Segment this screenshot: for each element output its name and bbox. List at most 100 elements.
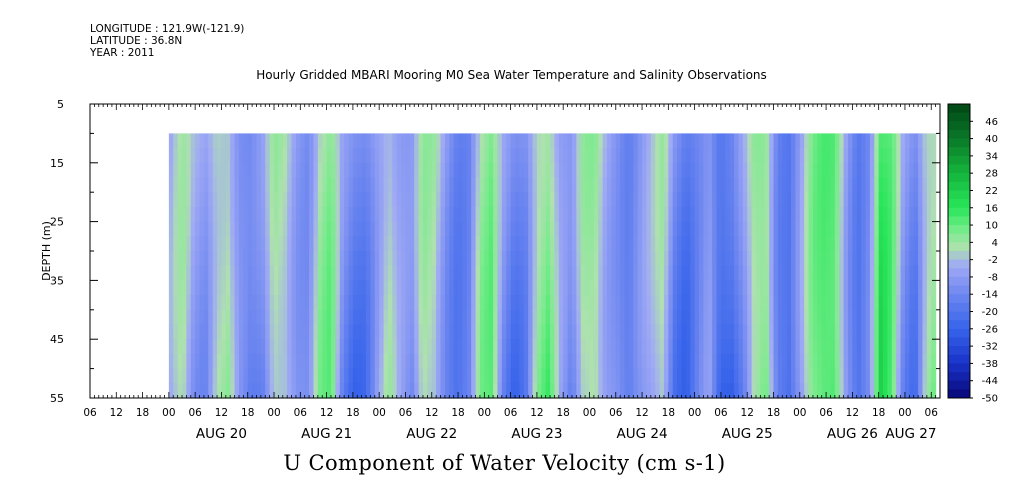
heatmap-cell: [260, 339, 266, 355]
year-label: YEAR : 2011: [90, 47, 155, 59]
heatmap-cell: [515, 148, 520, 164]
heatmap-cell: [567, 236, 573, 252]
heatmap-cell: [615, 251, 621, 267]
heatmap-cell: [847, 148, 853, 164]
heatmap-cell: [887, 133, 893, 149]
heatmap-cell: [769, 192, 775, 208]
heatmap-cell: [252, 295, 258, 311]
heatmap-cell: [186, 177, 192, 193]
heatmap-cell: [900, 192, 906, 208]
heatmap-cell: [221, 236, 227, 252]
heatmap-cell: [742, 280, 748, 296]
heatmap-cell: [422, 383, 428, 399]
heatmap-cell: [265, 133, 271, 149]
heatmap-cell: [922, 383, 928, 399]
heatmap-cell: [878, 162, 884, 179]
heatmap-cell: [760, 265, 766, 281]
heatmap-cell: [931, 368, 937, 384]
heatmap-cell: [589, 251, 595, 267]
heatmap-cell: [598, 133, 604, 149]
heatmap-cell: [519, 324, 525, 340]
heatmap-cell: [515, 353, 520, 370]
heatmap-cell: [344, 368, 350, 384]
heatmap-cell: [703, 177, 709, 193]
heatmap-cell: [677, 339, 683, 355]
heatmap-cell: [672, 148, 678, 164]
heatmap-cell: [707, 324, 713, 340]
heatmap-cell: [607, 206, 612, 223]
heatmap-cell: [628, 192, 634, 208]
heatmap-cell: [379, 383, 385, 399]
heatmap-cell: [615, 368, 621, 384]
heatmap-cell: [195, 133, 201, 149]
heatmap-cell: [900, 280, 906, 296]
heatmap-cell: [926, 368, 932, 384]
heatmap-cell: [672, 353, 678, 370]
heatmap-cell: [519, 383, 525, 399]
heatmap-cell: [646, 148, 652, 164]
heatmap-cell: [379, 280, 385, 296]
heatmap-cell: [598, 192, 604, 208]
heatmap-cell: [777, 192, 783, 208]
heatmap-cell: [883, 309, 889, 326]
heatmap-cell: [392, 353, 398, 370]
heatmap-cell: [812, 339, 818, 355]
heatmap-cell: [177, 251, 183, 267]
heatmap-cell: [427, 251, 433, 267]
heatmap-cell: [593, 162, 599, 179]
heatmap-cell: [747, 368, 753, 384]
heatmap-cell: [773, 251, 779, 267]
heatmap-cell: [865, 177, 871, 193]
heatmap-cell: [335, 162, 341, 179]
heatmap-cell: [782, 353, 788, 370]
heatmap-cell: [926, 133, 932, 149]
heatmap-cell: [387, 295, 393, 311]
heatmap-cell: [576, 324, 582, 340]
colorbar-label: -8: [988, 272, 998, 283]
heatmap-cell: [580, 280, 586, 296]
heatmap-cell: [839, 177, 845, 193]
heatmap-cell: [747, 324, 753, 340]
heatmap-cell: [694, 353, 700, 370]
heatmap-cell: [922, 280, 928, 296]
heatmap-cell: [453, 353, 459, 370]
heatmap-cell: [874, 133, 880, 149]
x-hour-label: 18: [767, 407, 780, 419]
heatmap-cell: [558, 192, 564, 208]
heatmap-cell: [374, 221, 380, 237]
heatmap-cell: [295, 339, 301, 355]
heatmap-cell: [589, 353, 595, 370]
heatmap-cell: [699, 251, 704, 267]
heatmap-cell: [883, 162, 889, 179]
heatmap-cell: [922, 236, 928, 252]
heatmap-cell: [361, 177, 367, 193]
heatmap-cell: [532, 133, 538, 149]
heatmap-cell: [335, 339, 341, 355]
heatmap-cell: [839, 133, 845, 149]
heatmap-cell: [493, 236, 499, 252]
heatmap-cell: [401, 368, 407, 384]
heatmap-cell: [462, 162, 468, 179]
heatmap-cell: [668, 324, 674, 340]
heatmap-cell: [620, 133, 626, 149]
heatmap-cell: [436, 162, 442, 179]
heatmap-cell: [677, 368, 683, 384]
heatmap-cell: [528, 265, 534, 281]
heatmap-cell: [589, 192, 595, 208]
heatmap-cell: [186, 295, 192, 311]
heatmap-cell: [453, 265, 459, 281]
heatmap-cell: [330, 383, 336, 399]
heatmap-cell: [186, 192, 192, 208]
heatmap-cell: [839, 162, 845, 179]
heatmap-cell: [571, 383, 577, 399]
heatmap-cell: [506, 339, 512, 355]
heatmap-cell: [182, 206, 187, 223]
heatmap-cell: [422, 192, 428, 208]
heatmap-cell: [799, 236, 805, 252]
heatmap-cell: [655, 221, 661, 237]
heatmap-cell: [642, 309, 648, 326]
heatmap-cell: [589, 368, 595, 384]
heatmap-cell: [287, 353, 293, 370]
heatmap-cell: [563, 324, 569, 340]
heatmap-cell: [488, 309, 494, 326]
